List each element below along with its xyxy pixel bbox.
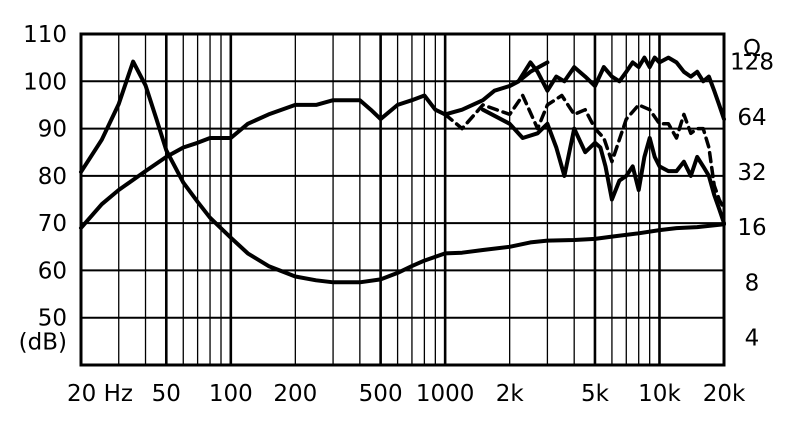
x-tick-label: 1000 [416, 381, 475, 407]
y2-tick-label: 128 [730, 50, 774, 76]
y2-tick-label: 64 [737, 105, 766, 131]
y2-tick-label: 16 [737, 215, 766, 241]
series-line-4 [480, 107, 726, 226]
x-tick-label: 500 [359, 381, 403, 407]
x-tick-label: 20k [703, 381, 746, 407]
y2-tick-label: 8 [745, 270, 760, 296]
y-tick-label: 80 [38, 164, 67, 190]
y-tick-label: 60 [38, 258, 67, 284]
x-tick-label: 5k [581, 381, 610, 407]
y2-axis-label: Ω [743, 36, 761, 62]
plot-frame [79, 32, 726, 367]
y2-tick-label: 32 [737, 160, 766, 186]
y-tick-label: 90 [38, 117, 67, 143]
y-axis-label: (dB) [19, 329, 67, 355]
tick-labels: 20 Hz 50 100 200 500 1000 2k 5k 10k 20k 110 100 90 80… [19, 22, 774, 407]
y-tick-label: 70 [38, 211, 67, 237]
grid [80, 34, 725, 365]
y2-tick-label: 4 [745, 325, 760, 351]
x-tick-label: 50 [152, 381, 181, 407]
x-tick-label: 10k [638, 381, 681, 407]
series-line-3 [443, 93, 726, 211]
series-line-1 [79, 60, 550, 230]
series-line-2 [507, 55, 726, 122]
y-tick-label: 100 [23, 69, 67, 95]
y-tick-label: 50 [38, 306, 67, 332]
curves [79, 55, 726, 285]
x-tick-label: 100 [209, 381, 253, 407]
x-tick-label: 2k [496, 381, 525, 407]
series-line-5 [79, 59, 726, 285]
y-tick-label: 110 [23, 22, 67, 48]
x-tick-label: 20 Hz [67, 381, 133, 407]
x-tick-label: 200 [273, 381, 317, 407]
